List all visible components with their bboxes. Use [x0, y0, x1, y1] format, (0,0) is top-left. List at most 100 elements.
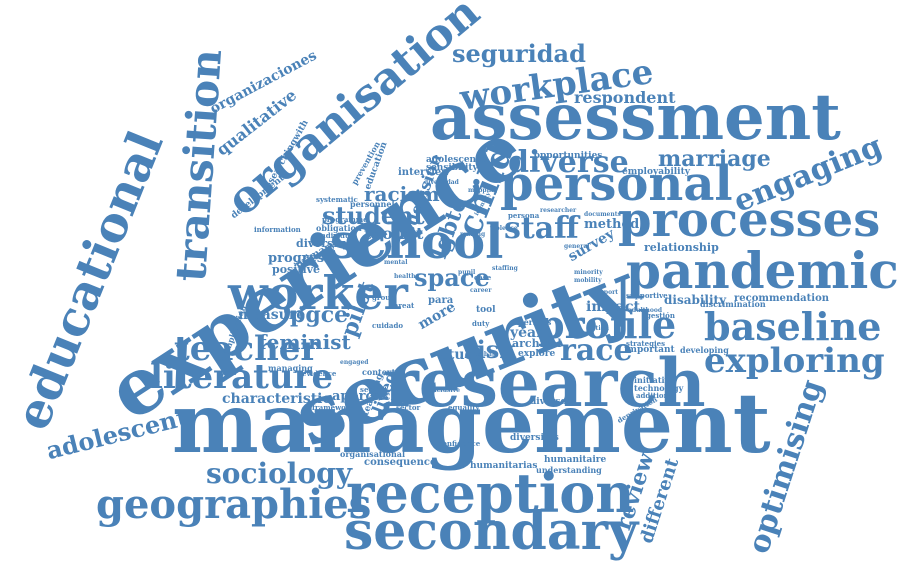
word-tool: tool	[476, 305, 496, 315]
word-research: research	[384, 344, 706, 422]
word-developing: developing	[680, 345, 729, 355]
word-impact: impact	[586, 299, 640, 315]
word-humanitaire: humanitaire	[544, 455, 607, 465]
word-understanding: understanding	[536, 465, 602, 475]
word-technology: technology	[634, 383, 684, 393]
word-persona: persona	[508, 211, 540, 220]
word-trabajo: trabajo	[474, 351, 499, 358]
word-profile: profile	[538, 302, 677, 347]
word-support: support	[592, 289, 619, 296]
word-strategies: strategies	[626, 339, 666, 348]
word-relationship: relationship	[644, 241, 719, 254]
word-personal: personal	[500, 156, 733, 212]
word-space: space	[414, 263, 490, 292]
word-documents: documents	[584, 211, 621, 218]
word-obligation: obligation	[316, 223, 362, 233]
word-pupil: pupil	[458, 269, 476, 276]
word-evidence: evidence	[302, 369, 337, 378]
word-additional: additional	[636, 391, 676, 400]
word-literature: literature	[150, 357, 334, 397]
word-systematic: systematic	[316, 195, 358, 204]
word-mental: mental	[384, 259, 408, 266]
word-context: context	[362, 367, 396, 377]
word-confidence: confidence	[438, 439, 481, 448]
word-supportive: supportive	[626, 291, 668, 300]
word-managing: managing	[268, 363, 313, 373]
word-teacher: teacher	[174, 329, 319, 369]
word-approach: approach	[332, 389, 400, 404]
word-equality: equality	[448, 403, 480, 412]
word-toolkit: toolkit	[364, 224, 424, 243]
word-transition: transition	[166, 47, 232, 284]
word-minority: minority	[574, 269, 603, 276]
word-opportunities: opportunities	[534, 151, 603, 161]
word-inclusive: inclusive	[430, 387, 460, 394]
word-reception: reception	[346, 461, 635, 525]
word-characteristic: characteristic	[222, 391, 332, 407]
word-staffing: staffing	[492, 265, 518, 272]
word-feminist: feminist	[258, 330, 351, 354]
word-pgce: pgce	[290, 302, 349, 328]
word-diversidad: diversidad	[424, 179, 459, 186]
word-assessment: assessment	[430, 80, 841, 155]
word-measure: measure	[238, 307, 306, 323]
word-adulthood: adulthood	[628, 307, 663, 314]
word-staff: staff	[504, 211, 579, 246]
word-marriage: marriage	[658, 146, 771, 172]
word-adolescent: adolescent	[43, 402, 191, 466]
word-geographies: geographies	[96, 481, 372, 528]
word-secondary: secondary	[344, 501, 639, 562]
word-management: management	[172, 376, 771, 472]
word-student: student	[322, 201, 425, 230]
word-making: making	[460, 231, 486, 238]
word-threat: threat	[390, 301, 415, 310]
word-securit: securit	[360, 385, 388, 394]
word-engaged: engaged	[340, 359, 369, 366]
word-information: information	[254, 225, 301, 234]
word-year: year	[510, 325, 544, 341]
word-individual: individual	[318, 231, 358, 240]
word-racism: racism	[364, 182, 440, 206]
word-sociology: sociology	[206, 457, 352, 490]
word-recommendation: recommendation	[734, 293, 830, 304]
word-perfiles: perfiles	[518, 317, 552, 327]
word-explore: explore	[518, 349, 556, 359]
word-diversos: diversos	[530, 397, 572, 407]
word-sensibility: sensibility	[426, 163, 478, 173]
word-programme: programme	[322, 215, 368, 224]
word-progress: progress	[268, 251, 332, 266]
word-general: general	[564, 243, 590, 250]
word-researcher: researcher	[540, 207, 577, 214]
word-health: health	[394, 273, 416, 280]
word-positive: positive	[272, 263, 321, 276]
word-case: case	[474, 273, 492, 282]
word-para: para	[428, 295, 454, 306]
word-violence: violence	[490, 225, 518, 232]
word-exploring: exploring	[704, 341, 885, 381]
word-career: career	[470, 287, 492, 294]
word-important: important	[624, 345, 675, 355]
word-study: study	[440, 347, 483, 363]
word-initiative: initiative	[634, 375, 675, 385]
word-diversity: diversity	[296, 237, 349, 250]
word-consequence: consequence	[364, 457, 437, 468]
word-action: action	[588, 325, 609, 332]
word-mapping: mapping	[468, 187, 498, 194]
word-diversites: diversités	[510, 433, 559, 443]
word-adolescence: adolescence	[426, 155, 488, 165]
word-school: school	[330, 214, 504, 270]
word-archival: archival	[512, 337, 562, 350]
word-cuidado: cuidado	[372, 321, 404, 330]
word-framework: framework	[312, 403, 355, 412]
word-pandemic: pandemic	[626, 241, 899, 300]
word-baseline: baseline	[704, 304, 882, 349]
word-processes: processes	[618, 192, 881, 248]
word-diverse: diverse	[508, 145, 629, 180]
word-interview: interview	[398, 167, 450, 178]
word-humanitarias: humanitarias	[470, 461, 538, 471]
word-organisational: organisational	[340, 449, 405, 459]
word-race: race	[560, 333, 633, 368]
word-personnel: personnel	[350, 199, 395, 209]
word-method: method	[584, 217, 640, 232]
